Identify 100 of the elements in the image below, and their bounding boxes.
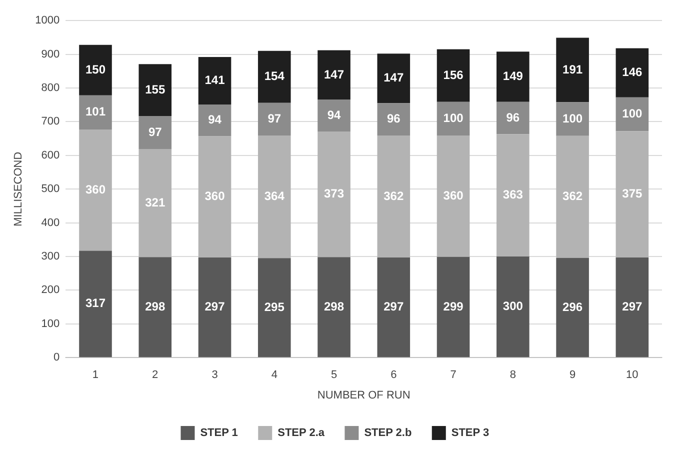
y-tick-label: 700 <box>41 116 60 128</box>
bar <box>198 136 232 258</box>
legend-label: STEP 2.b <box>364 427 412 440</box>
data-label: 94 <box>208 112 222 127</box>
data-label: 156 <box>443 68 464 82</box>
y-tick-label: 1000 <box>35 14 60 27</box>
bar <box>377 258 410 358</box>
bar <box>377 103 410 136</box>
data-label: 360 <box>443 188 464 202</box>
bar <box>496 134 530 256</box>
x-tick-label: 5 <box>330 369 338 382</box>
x-tick-label: 3 <box>212 369 218 382</box>
bar <box>258 136 291 258</box>
bar <box>79 129 112 251</box>
y-tick-label: 500 <box>41 183 60 196</box>
data-label: 100 <box>622 106 643 121</box>
data-label: 364 <box>264 189 285 204</box>
data-label: 296 <box>562 300 583 314</box>
bar <box>258 258 291 358</box>
data-label: 149 <box>502 69 524 84</box>
bar <box>318 257 350 358</box>
x-tick-label: 10 <box>626 369 638 382</box>
data-label: 100 <box>443 110 464 125</box>
bar <box>138 148 172 258</box>
data-label: 100 <box>562 111 583 126</box>
x-tick-label: 7 <box>450 369 456 382</box>
data-label: 360 <box>85 182 106 196</box>
data-label: 300 <box>502 299 524 314</box>
bar <box>556 258 589 358</box>
data-label: 96 <box>386 112 401 126</box>
y-tick-label: 900 <box>41 48 60 60</box>
bar <box>79 250 112 358</box>
bar <box>436 256 470 358</box>
data-label: 97 <box>268 111 282 126</box>
data-label: 101 <box>85 104 106 119</box>
data-label: 297 <box>384 300 404 314</box>
legend-label: STEP 2.a <box>278 427 326 440</box>
data-label: 360 <box>204 189 226 204</box>
bar <box>138 116 172 149</box>
data-label: 94 <box>327 108 342 122</box>
bar <box>556 136 589 258</box>
bar <box>616 48 649 98</box>
x-axis-title: NUMBER OF RUN <box>317 389 410 402</box>
legend-label: STEP 3 <box>451 427 490 440</box>
bar <box>318 50 350 100</box>
data-label: 299 <box>443 299 464 314</box>
bar <box>198 104 232 136</box>
data-label: 298 <box>145 299 166 314</box>
data-label: 191 <box>562 62 583 76</box>
y-tick-label: 100 <box>41 318 60 330</box>
data-label: 141 <box>204 73 226 88</box>
bar <box>556 38 589 102</box>
y-tick-label: 400 <box>41 216 60 229</box>
x-tick-label: 4 <box>271 369 278 382</box>
bar <box>79 95 112 130</box>
data-label: 362 <box>384 188 404 203</box>
data-label: 298 <box>324 299 344 314</box>
data-label: 147 <box>384 70 404 85</box>
y-tick-label: 200 <box>41 284 60 296</box>
x-tick-label: 2 <box>152 369 158 382</box>
bar <box>79 44 112 96</box>
bar <box>377 136 410 258</box>
x-tick-label: 6 <box>390 369 397 382</box>
bar <box>198 258 232 358</box>
data-label: 373 <box>324 186 344 201</box>
x-tick-label: 9 <box>569 369 576 382</box>
y-tick-label: 0 <box>54 352 60 364</box>
bar <box>318 100 350 132</box>
data-label: 363 <box>502 188 524 202</box>
bar <box>318 131 350 258</box>
bar <box>258 50 291 103</box>
data-label: 317 <box>85 296 106 310</box>
data-label: 147 <box>324 67 344 82</box>
data-label: 97 <box>148 124 162 139</box>
y-axis-title: MILLISECOND <box>12 152 25 226</box>
bar <box>436 136 470 257</box>
data-label: 146 <box>622 65 643 80</box>
data-label: 150 <box>85 62 106 76</box>
data-label: 362 <box>562 189 583 204</box>
y-tick-label: 800 <box>41 82 60 94</box>
data-label: 375 <box>622 186 643 201</box>
bar <box>436 49 470 102</box>
bar <box>616 258 649 358</box>
data-label: 295 <box>264 300 285 314</box>
bar <box>496 102 530 134</box>
bar <box>377 54 410 104</box>
data-label: 96 <box>506 110 520 124</box>
bar <box>496 52 530 102</box>
bar <box>258 102 291 136</box>
data-label: 154 <box>264 69 285 84</box>
x-tick-label: 8 <box>510 369 516 382</box>
bar <box>616 131 649 258</box>
bar <box>138 64 172 116</box>
y-tick-label: 300 <box>41 250 60 263</box>
data-label: 297 <box>622 300 643 314</box>
bar <box>198 56 232 105</box>
bar <box>496 256 530 358</box>
x-tick-label: 1 <box>92 369 99 382</box>
data-label: 155 <box>145 82 166 97</box>
legend-label: STEP 1 <box>200 427 238 440</box>
